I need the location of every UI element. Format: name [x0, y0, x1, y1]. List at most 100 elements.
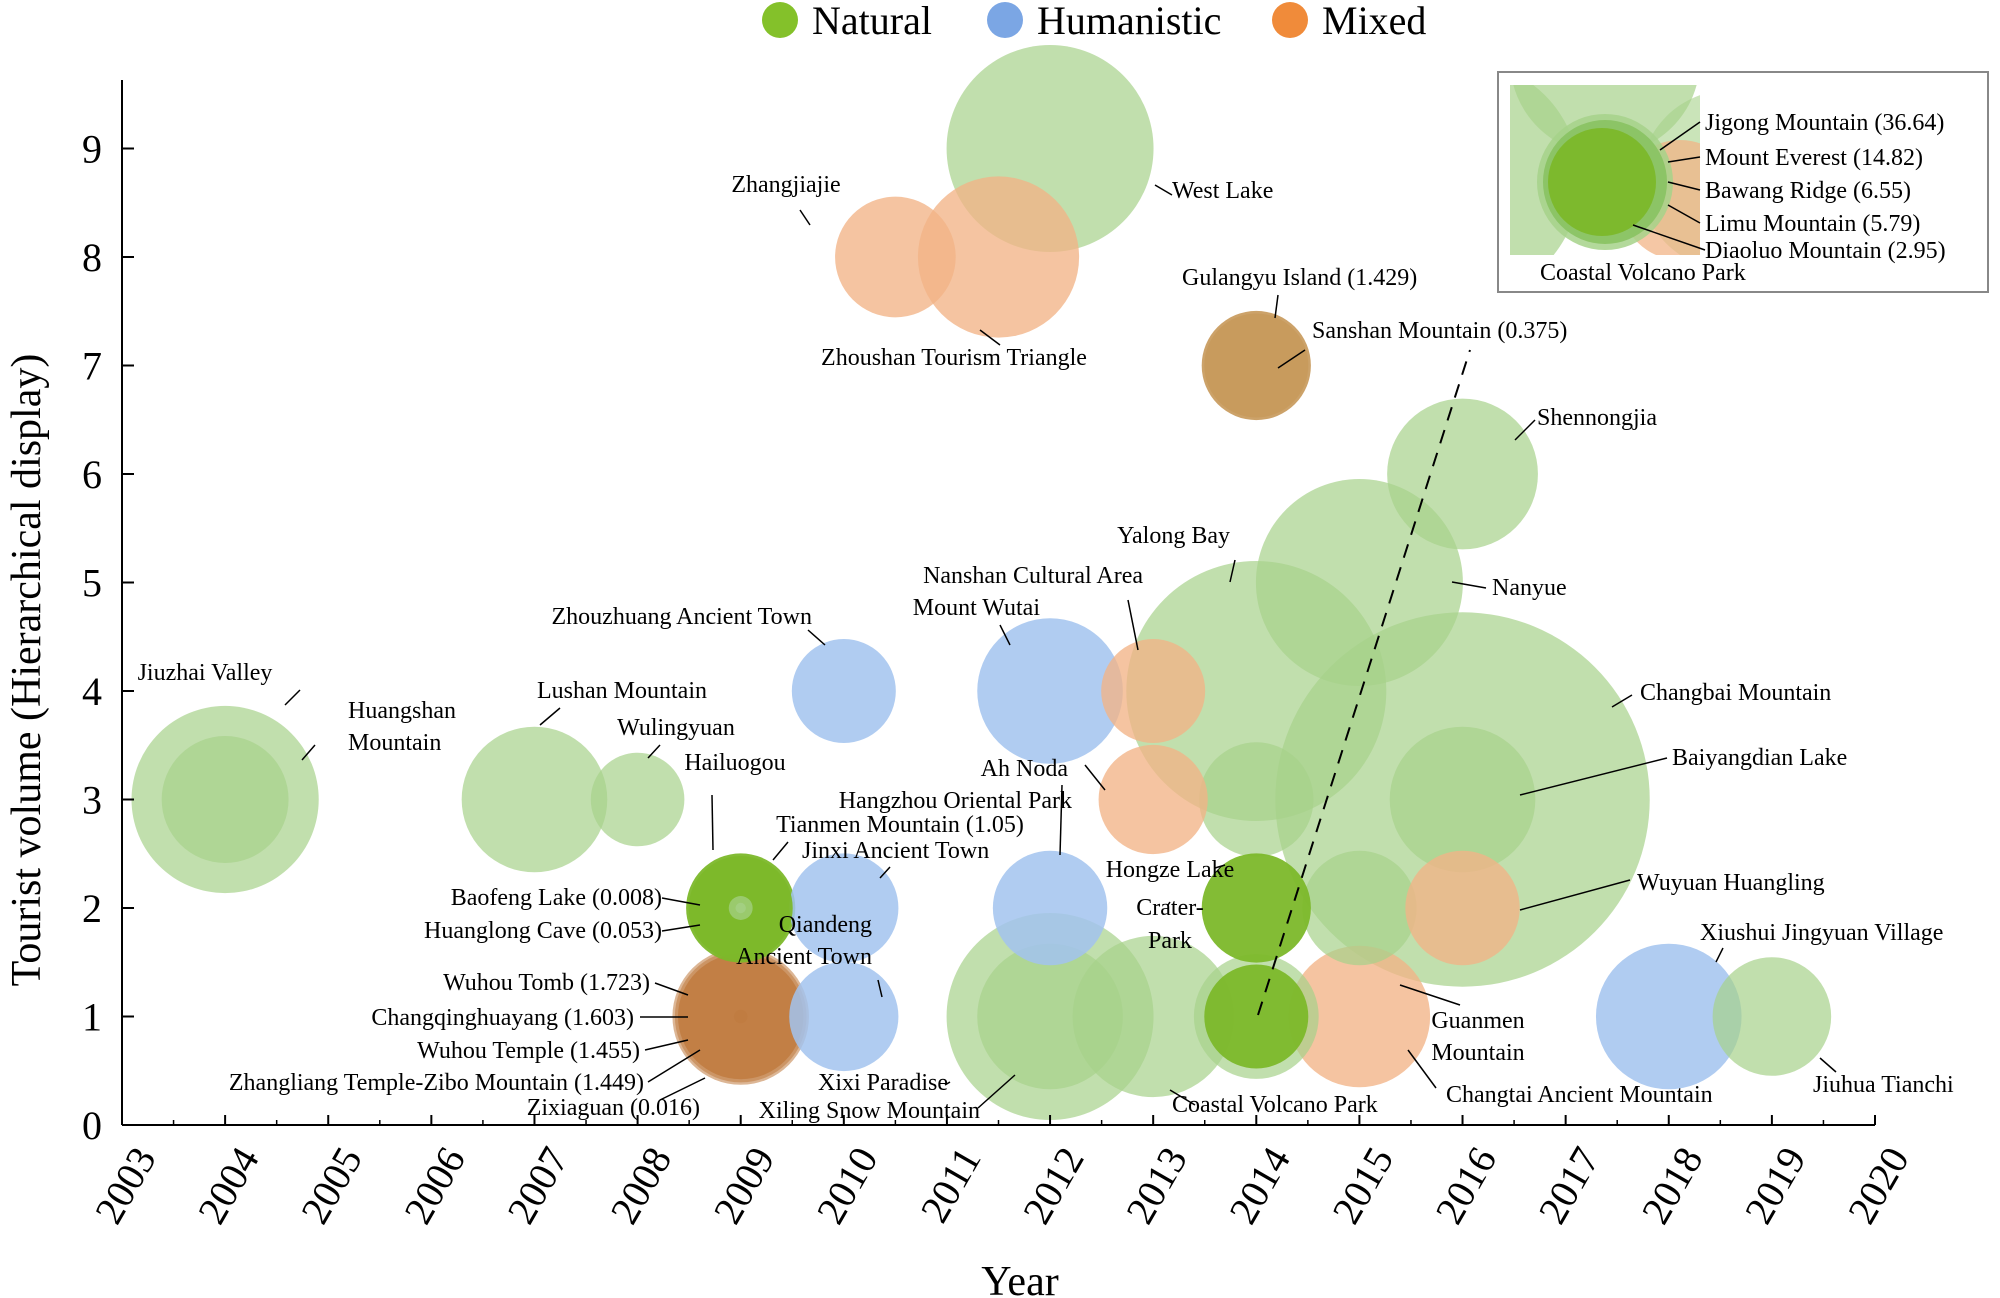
bubble-label: Gulangyu Island (1.429) [1182, 265, 1417, 291]
leader-line [1514, 419, 1536, 441]
y-tick-label: 2 [82, 886, 102, 931]
bubble-label: Zhoushan Tourism Triangle [821, 345, 1087, 371]
bubble-label: Wuyuan Huangling [1637, 870, 1825, 896]
x-tick-label: 2003 [86, 1139, 165, 1231]
bubble-label: Mountain [1431, 1040, 1524, 1066]
bubble-label: Zhouzhuang Ancient Town [552, 604, 813, 630]
x-tick-label: 2016 [1426, 1139, 1505, 1231]
bubble-label: Hongze Lake [1106, 857, 1235, 883]
leader-line [654, 982, 689, 996]
x-tick-label: 2011 [911, 1139, 989, 1229]
inset-leader [1632, 224, 1706, 251]
x-tick-label: 2020 [1839, 1139, 1918, 1231]
bubble [1712, 957, 1832, 1076]
x-tick-label: 2006 [395, 1139, 474, 1231]
leader-line [1399, 984, 1461, 1006]
x-tick-label: 2005 [292, 1139, 371, 1231]
bubble [1288, 945, 1431, 1088]
leader-lines [284, 184, 1837, 1109]
y-tick-label: 9 [82, 127, 102, 172]
y-tick-label: 1 [82, 995, 102, 1040]
leader-line [1407, 1049, 1437, 1089]
bubble [789, 853, 899, 963]
leader-line [879, 866, 891, 879]
bubble [161, 736, 289, 863]
bubble-label: Nanshan Cultural Area [923, 563, 1143, 589]
bubble-label: Zixiaguan (0.016) [527, 1095, 700, 1121]
bubble-label: Coastal Volcano Park [1172, 1092, 1378, 1118]
leader-line [1277, 349, 1306, 369]
leader-line [1274, 294, 1279, 319]
leader-line [1169, 1089, 1196, 1106]
bubble-label: Huanglong Cave (0.053) [424, 918, 662, 944]
leader-line [661, 897, 701, 906]
bubble [1204, 313, 1309, 418]
bubble-label: Hangzhou Oriental Park [839, 788, 1072, 814]
leader-line [661, 924, 701, 932]
bubble [735, 902, 746, 914]
inset-connector [1257, 349, 1471, 1016]
bubble [789, 961, 899, 1072]
bubble-label: Changbai Mountain [1640, 680, 1831, 706]
inset-label: Mount Everest (14.82) [1705, 145, 1923, 171]
leader-line [772, 841, 789, 861]
x-tick-label: 2009 [704, 1139, 783, 1231]
y-axis-title: Tourist volume (Hierarchical display) [4, 354, 50, 987]
legend: Natural Humanistic Mixed [762, 0, 1426, 43]
bubble-label: Park [1148, 928, 1192, 954]
bubble [791, 639, 896, 743]
bubble-label: Nanyue [1492, 575, 1567, 601]
leader-line [1519, 879, 1631, 911]
bubble-layer [131, 45, 1832, 1120]
leader-line [1715, 947, 1724, 963]
inset-box: Jigong Mountain (36.64) Mount Everest (14… [1497, 71, 1989, 293]
bubble-label: Lushan Mountain [537, 678, 707, 704]
legend-label: Natural [812, 0, 932, 43]
bubble-label: Zhangliang Temple-Zibo Mountain (1.449) [229, 1070, 644, 1096]
leader-line [644, 1039, 689, 1051]
inset-label: Diaoluo Mountain (2.95) [1705, 238, 1946, 264]
bubble-label: Zhangjiajie [731, 172, 840, 198]
leader-line [1451, 581, 1487, 589]
bubble [1405, 850, 1520, 966]
bubble-label: Shennongjia [1537, 405, 1657, 431]
y-tick-label: 4 [82, 669, 102, 714]
x-tick-label: 2019 [1736, 1139, 1815, 1231]
x-tick-label: 2008 [601, 1139, 680, 1231]
leader-line [807, 629, 826, 646]
legend-label: Humanistic [1037, 0, 1221, 43]
leader-line [301, 744, 316, 761]
bubble-label: Jiuhua Tianchi [1813, 1072, 1954, 1098]
bubble-label: Yalong Bay [1117, 523, 1230, 549]
bubble [1389, 726, 1536, 873]
bubble-label: Baiyangdian Lake [1672, 745, 1847, 771]
bubble-label: Sanshan Mountain (0.375) [1312, 318, 1567, 344]
inset-leader [1667, 156, 1701, 163]
leader-line [1214, 864, 1226, 869]
inset-leader [1667, 181, 1701, 191]
leader-line [1229, 559, 1236, 583]
bubble-label: Huangshan [348, 698, 456, 724]
leader-line [1611, 694, 1633, 708]
leader-line [977, 1074, 1016, 1109]
x-tick-label: 2018 [1633, 1139, 1712, 1231]
x-tick-label: 2013 [1117, 1139, 1196, 1231]
leader-line [711, 794, 714, 851]
bubble [977, 943, 1123, 1090]
bubble [733, 1009, 748, 1024]
x-tick-label: 2014 [1220, 1139, 1299, 1231]
bubble [835, 196, 956, 318]
leader-line [799, 209, 811, 226]
leader-line [1059, 784, 1063, 856]
bubble-label: Mount Wutai [913, 595, 1041, 621]
inset-leader [1667, 204, 1701, 224]
legend-swatch-humanistic [987, 2, 1023, 38]
x-tick-label: 2004 [189, 1139, 268, 1231]
bubble [1204, 964, 1309, 1069]
bubble [1302, 850, 1417, 966]
x-tick-label: 2012 [1014, 1139, 1093, 1231]
leader-line [1127, 599, 1139, 651]
bubble-label: Hailuogou [684, 750, 785, 776]
bubble [1595, 943, 1742, 1090]
x-tick-label: 2015 [1323, 1139, 1402, 1231]
